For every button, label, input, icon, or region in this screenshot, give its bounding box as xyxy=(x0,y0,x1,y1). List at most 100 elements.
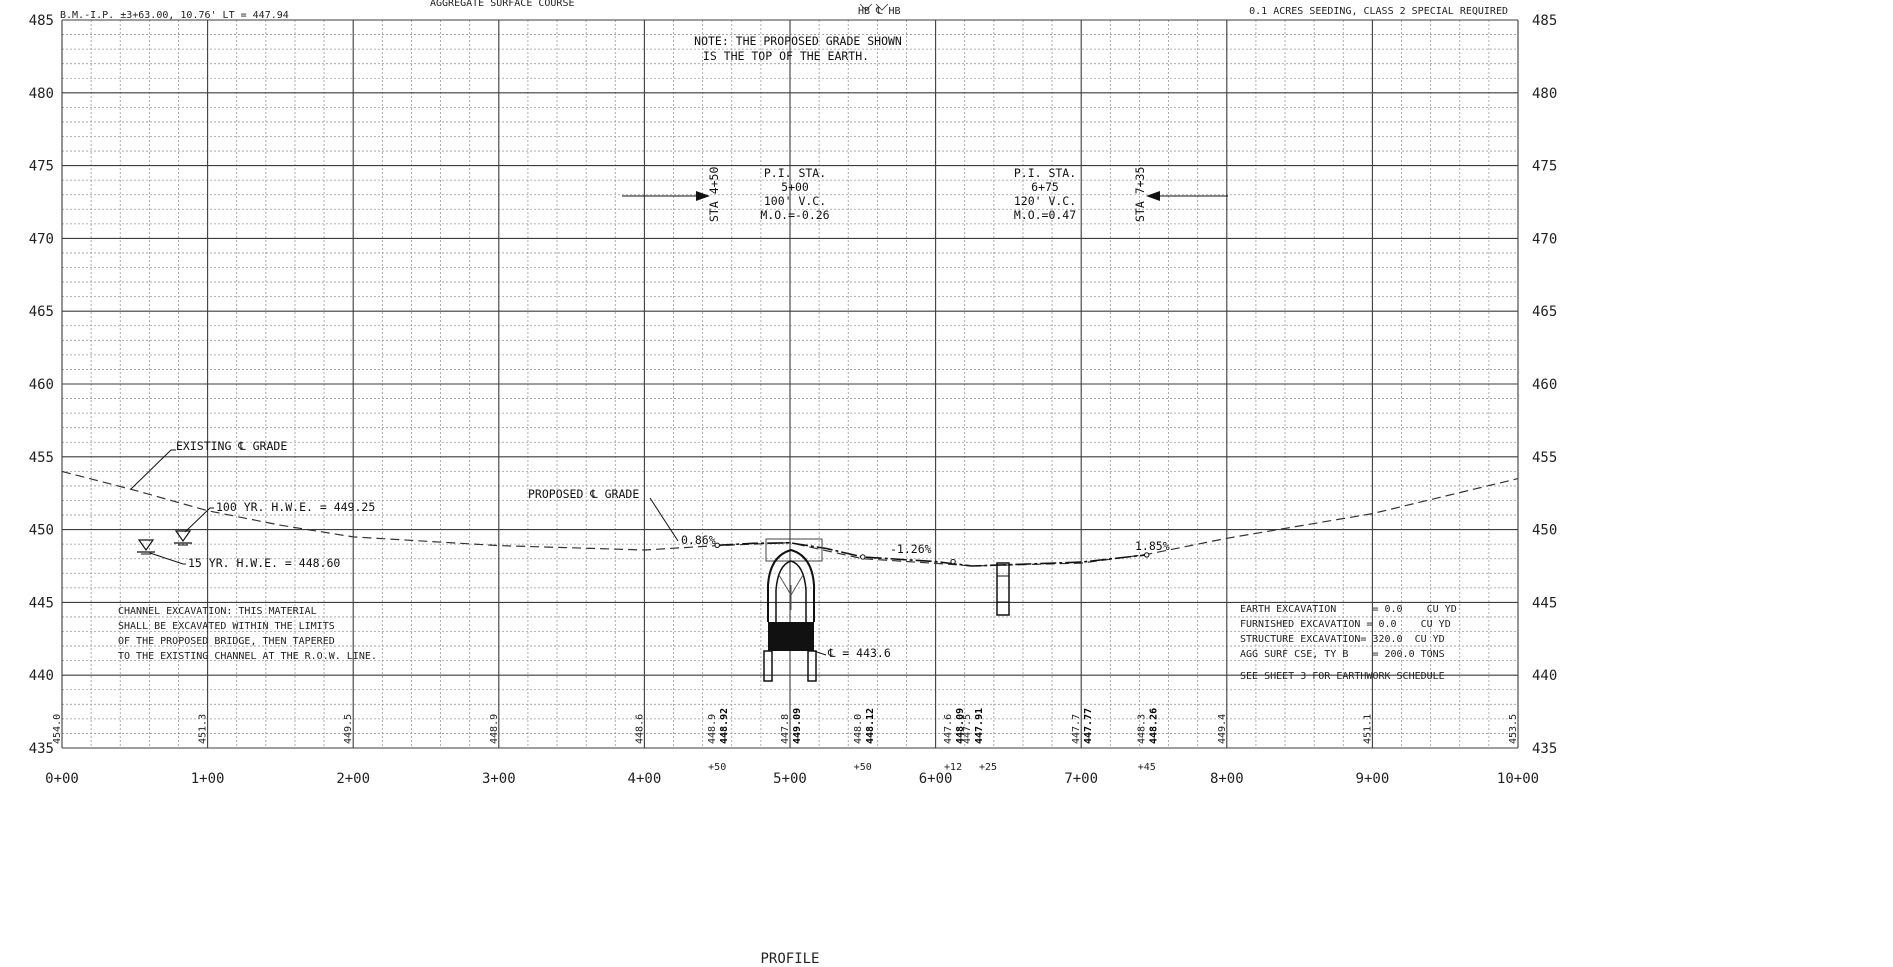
existing-elevation-label: 453.5 xyxy=(1508,714,1519,744)
hwe-100-label: 100 YR. H.W.E. = 449.25 xyxy=(216,500,375,514)
pi2-line-4: M.O.=0.47 xyxy=(1014,208,1076,222)
channel-note-line-1: CHANNEL EXCAVATION: THIS MATERIAL xyxy=(118,606,317,617)
y-tick-label-right: 460 xyxy=(1532,377,1557,393)
y-tick-label-left: 435 xyxy=(29,741,54,757)
y-tick-label-left: 470 xyxy=(29,231,54,247)
x-tick-label: +25 xyxy=(979,762,997,773)
y-tick-label-left: 485 xyxy=(29,13,54,29)
existing-elevation-label: 449.4 xyxy=(1217,714,1228,744)
existing-elevation-label: 448.9 xyxy=(707,714,718,744)
x-tick-label: 8+00 xyxy=(1210,771,1244,787)
x-tick-label: 9+00 xyxy=(1356,771,1390,787)
x-tick-label: 6+00 xyxy=(919,771,953,787)
grade-point xyxy=(714,542,720,549)
proposed-elevation-label: 448.92 xyxy=(719,708,730,744)
grade-point xyxy=(1144,552,1150,558)
tick-labels: 485 485 480 480 475 475 470 470 465 465 460 460 455 4… xyxy=(29,13,1558,787)
existing-elevation-label: 447.6 xyxy=(943,714,954,744)
header-right-note: 0.1 ACRES SEEDING, CLASS 2 SPECIAL REQUI… xyxy=(1249,6,1508,17)
existing-elevation-label: 451.1 xyxy=(1362,714,1373,744)
x-tick-label: +50 xyxy=(708,762,726,773)
earthwork-line-5: SEE SHEET 3 FOR EARTHWORK SCHEDULE xyxy=(1240,671,1445,682)
proposed-grade-leader xyxy=(649,497,679,542)
proposed-grade-label: PROPOSED ℄ GRADE xyxy=(528,487,639,501)
x-tick-label: 1+00 xyxy=(191,771,225,787)
existing-elevation-label: 448.9 xyxy=(489,714,500,744)
x-tick-label: 2+00 xyxy=(336,771,370,787)
y-tick-label-left: 450 xyxy=(29,523,54,539)
channel-note-line-3: OF THE PROPOSED BRIDGE, THEN TAPERED xyxy=(118,636,335,647)
proposed-elevation-label: 447.91 xyxy=(974,708,985,744)
grade-point xyxy=(860,554,866,560)
existing-elevation-label: 448.6 xyxy=(634,714,645,744)
proposed-elevation-label: 448.26 xyxy=(1149,708,1160,744)
existing-elevation-label: 447.5 xyxy=(962,714,973,744)
existing-grade-line xyxy=(61,470,1519,567)
header-left-note: B.M.-I.P. ±3+63.00, 10.76' LT = 447.94 xyxy=(60,10,289,21)
grade-note-line-1: NOTE: THE PROPOSED GRADE SHOWN xyxy=(694,34,902,48)
header-mid-marks: HB ℄ HB xyxy=(858,6,901,17)
y-tick-label-right: 480 xyxy=(1532,86,1557,102)
header-center-note: AGGREGATE SURFACE COURSE xyxy=(430,0,575,9)
y-tick-label-right: 485 xyxy=(1532,13,1557,29)
pile-right xyxy=(807,650,817,682)
structure-marker xyxy=(996,562,1010,616)
hwe-15-symbol xyxy=(137,539,155,552)
existing-elevation-label: 447.8 xyxy=(780,714,791,744)
culvert-inner xyxy=(775,560,807,622)
proposed-grade-line xyxy=(717,541,1147,567)
channel-note-line-2: SHALL BE EXCAVATED WITHIN THE LIMITS xyxy=(118,621,335,632)
x-tick-label: +45 xyxy=(1138,762,1156,773)
x-tick-label: 7+00 xyxy=(1064,771,1098,787)
channel-fill-block xyxy=(768,622,814,651)
existing-elevation-label: 454.0 xyxy=(52,714,63,744)
earthwork-line-1: EARTH EXCAVATION = 0.0 CU YD xyxy=(1240,604,1457,615)
existing-elevation-label: 448.3 xyxy=(1137,714,1148,744)
pi1-line-2: 5+00 xyxy=(781,180,809,194)
y-tick-label-left: 465 xyxy=(29,304,54,320)
existing-grade-label: EXISTING ℄ GRADE xyxy=(176,439,287,453)
earthwork-line-2: FURNISHED EXCAVATION = 0.0 CU YD xyxy=(1240,619,1451,630)
grade-label-2: -1.26% xyxy=(890,542,932,556)
grade-label-1: 0.86% xyxy=(681,533,716,547)
channel-elev-label: ℄ = 443.6 xyxy=(827,646,891,660)
pi1-line-4: M.O.=-0.26 xyxy=(760,208,829,222)
header-centerline-marks xyxy=(859,3,889,11)
annotations xyxy=(130,3,1228,682)
y-tick-label-right: 455 xyxy=(1532,450,1557,466)
y-tick-label-right: 450 xyxy=(1532,523,1557,539)
pi2-line-3: 120' V.C. xyxy=(1014,194,1076,208)
proposed-elevation-label: 447.77 xyxy=(1083,708,1094,744)
x-tick-label: 4+00 xyxy=(628,771,662,787)
x-tick-label: 10+00 xyxy=(1497,771,1539,787)
proposed-elevation-label: 448.09 xyxy=(955,708,966,744)
y-tick-label-left: 445 xyxy=(29,595,54,611)
y-tick-label-right: 465 xyxy=(1532,304,1557,320)
y-tick-label-right: 475 xyxy=(1532,159,1557,175)
x-tick-label: 0+00 xyxy=(45,771,79,787)
sta-arrow-1-head xyxy=(696,191,710,201)
x-tick-label: +12 xyxy=(944,762,962,773)
series-layer xyxy=(61,470,1519,567)
sta-mark-1: STA 4+50 xyxy=(707,167,721,222)
y-tick-label-left: 455 xyxy=(29,450,54,466)
y-tick-label-left: 480 xyxy=(29,86,54,102)
profile-title: PROFILE xyxy=(760,951,819,967)
y-tick-label-right: 435 xyxy=(1532,741,1557,757)
sta-mark-2: STA 7+35 xyxy=(1133,167,1147,222)
hwe-15-leader xyxy=(149,552,186,565)
pi1-line-3: 100' V.C. xyxy=(764,194,826,208)
channel-note-line-4: TO THE EXISTING CHANNEL AT THE R.O.W. LI… xyxy=(118,651,377,662)
hwe-100-symbol xyxy=(174,530,192,543)
existing-grade-leader xyxy=(130,449,176,490)
y-tick-label-right: 470 xyxy=(1532,231,1557,247)
x-tick-label: 3+00 xyxy=(482,771,516,787)
pi1-line-1: P.I. STA. xyxy=(764,166,826,180)
grid xyxy=(61,19,1519,749)
pi2-line-2: 6+75 xyxy=(1031,180,1059,194)
earthwork-line-3: STRUCTURE EXCAVATION= 320.0 CU YD xyxy=(1240,634,1445,645)
existing-elevation-label: 447.7 xyxy=(1071,714,1082,744)
grade-point xyxy=(950,558,956,565)
y-tick-label-left: 460 xyxy=(29,377,54,393)
